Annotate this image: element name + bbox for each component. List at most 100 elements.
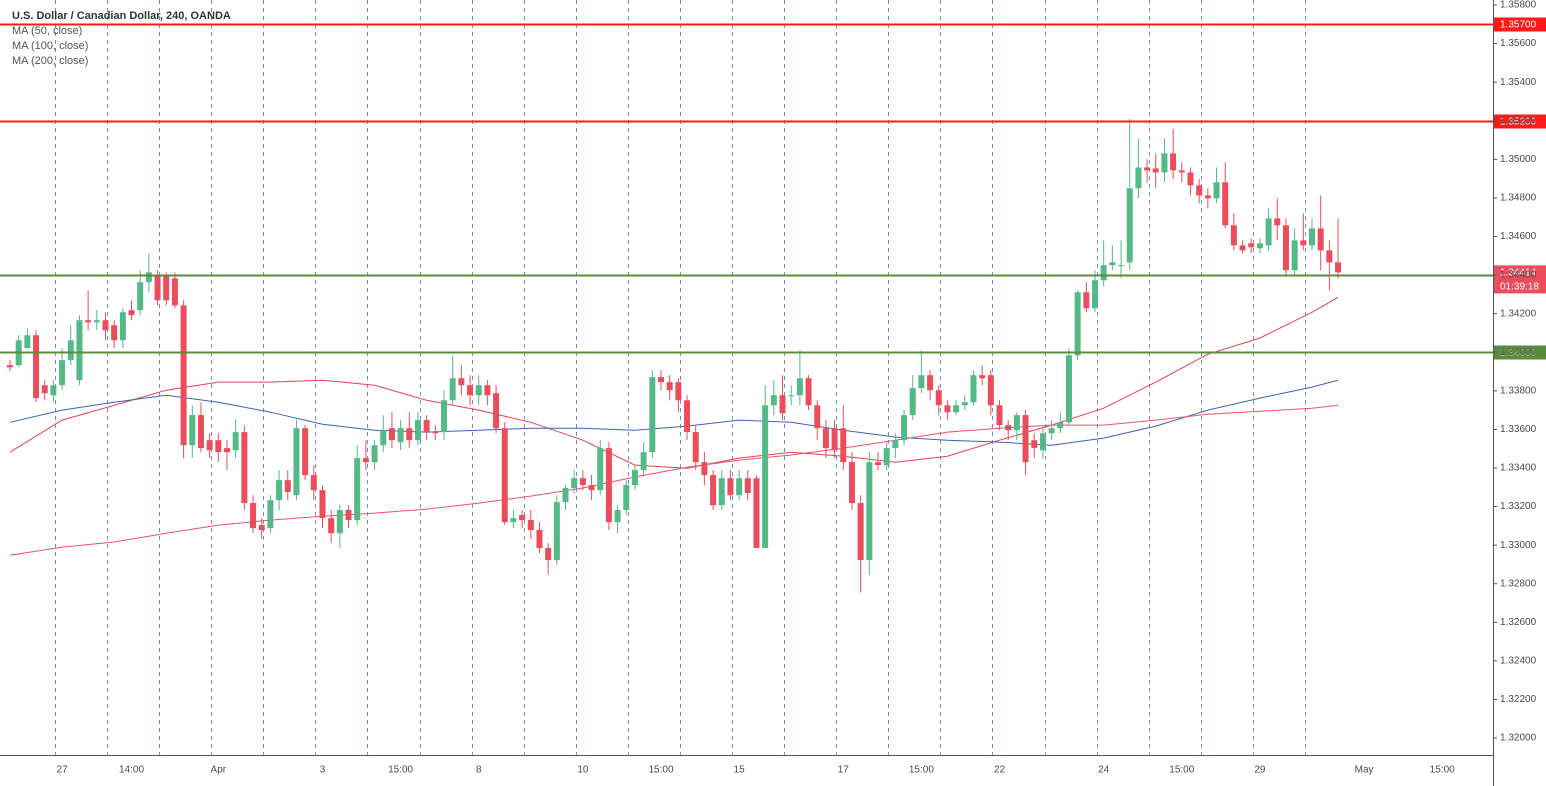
candle-body: [1335, 262, 1342, 273]
candle-body: [1092, 280, 1098, 309]
candle-body: [1282, 225, 1289, 271]
candle-body: [1291, 240, 1298, 271]
y-tick-label: 1.33200: [1500, 501, 1537, 512]
candle-body: [675, 382, 682, 401]
candle-body: [649, 377, 656, 453]
candle-body: [1005, 425, 1012, 431]
candle-body: [267, 500, 274, 529]
candle-body: [1039, 433, 1046, 451]
candle-body: [562, 488, 569, 503]
candle-body: [1187, 172, 1194, 186]
candle-body: [449, 378, 456, 401]
candle-body: [171, 278, 178, 306]
candle-body: [111, 325, 118, 341]
level-label: 1.35200: [1500, 117, 1537, 128]
candle-body: [180, 305, 187, 446]
chart-title: U.S. Dollar / Canadian Dollar, 240, OAND…: [12, 10, 231, 22]
legend-entry: MA (200, close): [12, 55, 88, 67]
legend-entry: MA (100, close): [12, 40, 88, 52]
candle-body: [883, 448, 890, 466]
candle-body: [1100, 265, 1107, 281]
x-tick-label: May: [1355, 765, 1374, 776]
candle-body: [206, 440, 213, 451]
y-tick-label: 1.32000: [1500, 733, 1537, 744]
levels: 1.35700 1.35200 1.34400 1.34000 1.34414 01:39…: [0, 17, 1546, 360]
candle-body: [1265, 218, 1272, 246]
candle-body: [666, 382, 673, 391]
candle-body: [536, 530, 543, 549]
candle-body: [840, 428, 847, 463]
candle-body: [727, 478, 734, 496]
candle-body: [1196, 185, 1203, 196]
candle-body: [658, 377, 664, 383]
candle-body: [24, 335, 31, 349]
candle-body: [1256, 243, 1263, 249]
candle-body: [1022, 415, 1029, 463]
candle-body: [1048, 428, 1055, 434]
y-tick-label: 1.35200: [1500, 115, 1537, 126]
candle-body: [597, 448, 604, 491]
candle-body: [250, 503, 257, 529]
candle-body: [588, 485, 595, 491]
candle-body: [432, 432, 439, 434]
x-tick-label: 15:00: [1430, 765, 1455, 776]
y-tick-label: 1.34000: [1500, 347, 1537, 358]
candle-body: [310, 475, 317, 491]
candle-body: [796, 378, 803, 396]
candle-body: [1013, 415, 1020, 431]
x-tick-label: 10: [577, 765, 589, 776]
candle-body: [1213, 182, 1220, 199]
candle-body: [1300, 240, 1307, 246]
candle-body: [76, 320, 83, 381]
candle-body: [1309, 228, 1315, 246]
candle-body: [85, 320, 92, 323]
candle-body: [224, 448, 230, 453]
candle-body: [684, 400, 691, 433]
candle-body: [241, 432, 248, 504]
candle-body: [50, 385, 57, 396]
candle-body: [388, 428, 395, 441]
x-tick-label: 14:00: [119, 765, 144, 776]
countdown-bg: [1494, 279, 1546, 294]
x-tick-label: 17: [838, 765, 850, 776]
y-tick-label: 1.35000: [1500, 154, 1537, 165]
y-tick-label: 1.33000: [1500, 540, 1537, 551]
candle-body: [1204, 195, 1211, 199]
candle-body: [692, 432, 699, 463]
candle-body: [510, 518, 517, 523]
candle-body: [831, 428, 838, 451]
candle-body: [41, 385, 48, 394]
candle-body: [1135, 167, 1142, 189]
level-label-bg: [1494, 114, 1546, 129]
y-tick-label: 1.32800: [1500, 578, 1537, 589]
candle-body: [371, 445, 378, 463]
y-tick-label: 1.34600: [1500, 231, 1537, 242]
candle-body: [927, 375, 934, 391]
candle-body: [918, 375, 925, 389]
candle-body: [736, 478, 743, 496]
candle-body: [1065, 355, 1072, 423]
candle-body: [1239, 245, 1246, 251]
candle-body: [571, 478, 578, 489]
candle-body: [1126, 188, 1133, 263]
candle-body: [380, 430, 387, 446]
level-label: 1.34000: [1500, 348, 1537, 359]
candle-body: [623, 485, 630, 511]
x-tick-label: 15: [734, 765, 746, 776]
candle-body: [336, 510, 343, 534]
candle-body: [944, 405, 951, 413]
candle-body: [866, 462, 873, 560]
level-label-bg: [1494, 17, 1546, 32]
candle-body: [441, 400, 447, 433]
candle-body: [892, 440, 899, 449]
x-tick-label: 15:00: [388, 765, 413, 776]
candle-body: [258, 525, 265, 531]
candle-body: [710, 475, 717, 506]
candle-body: [93, 320, 100, 323]
y-tick-label: 1.35400: [1500, 77, 1537, 88]
candle-body: [189, 415, 196, 446]
candle-body: [753, 478, 760, 549]
y-tick-label: 1.35800: [1500, 0, 1537, 11]
candle-body: [1144, 167, 1151, 171]
